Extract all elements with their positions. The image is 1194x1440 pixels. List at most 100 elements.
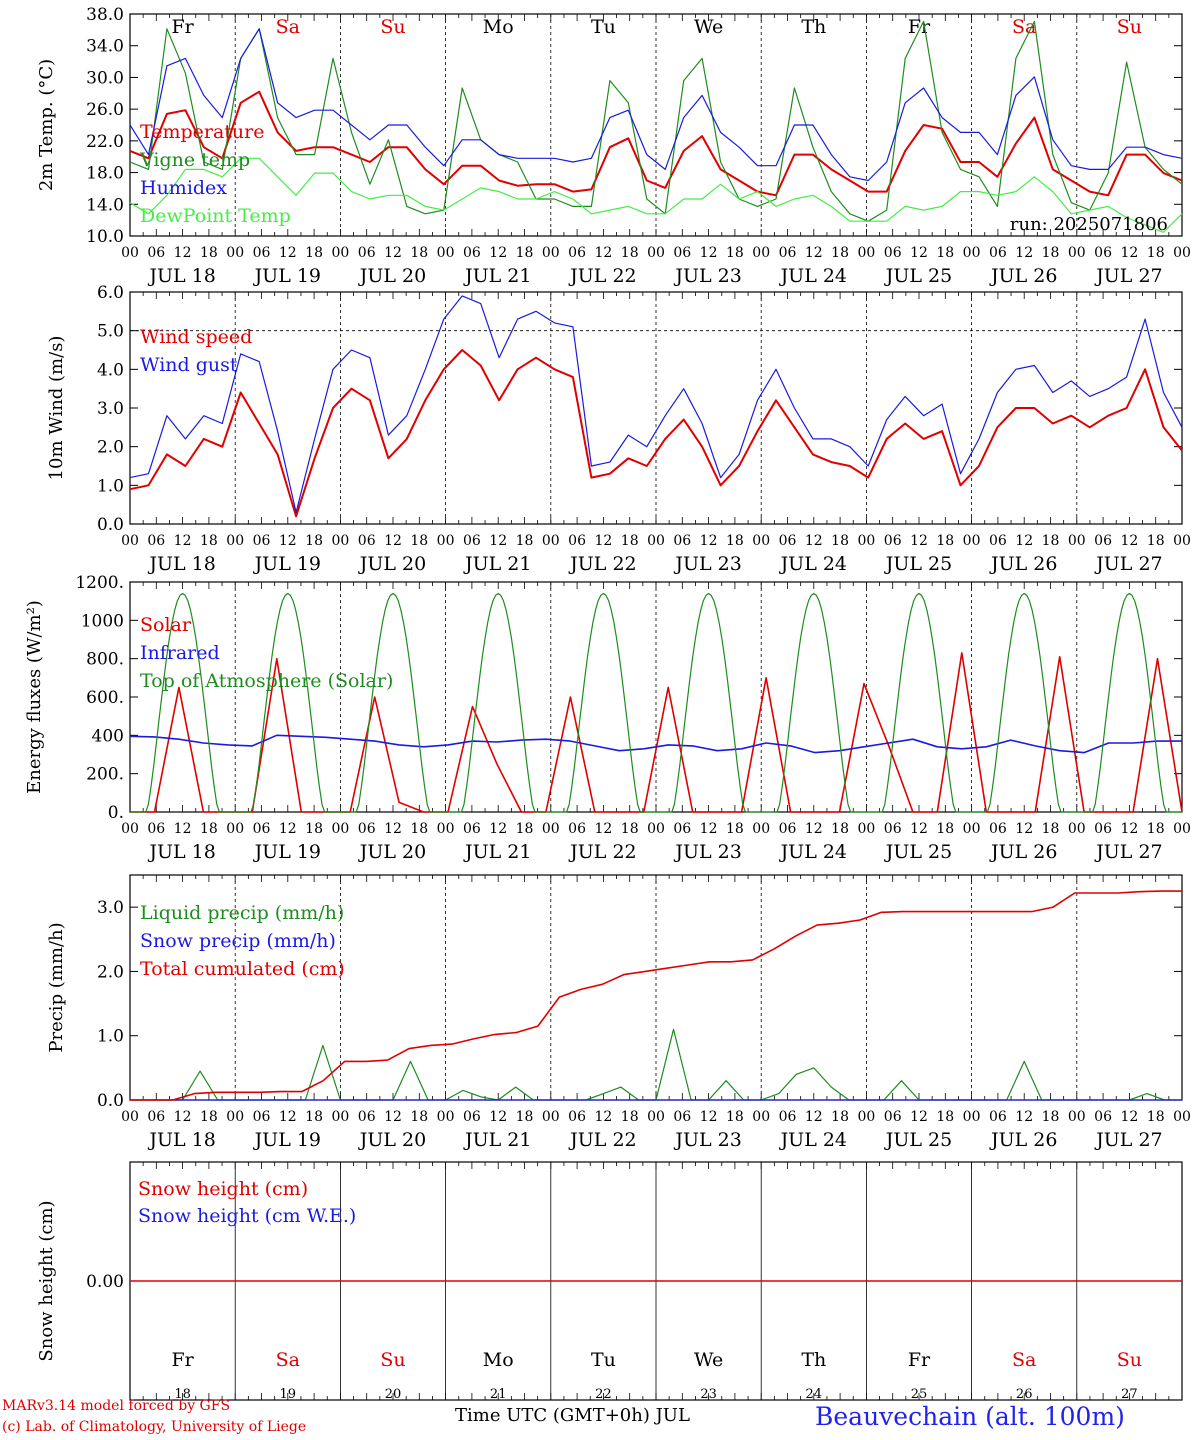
weekday-label: Sa [1012, 16, 1036, 38]
date-label: JUL 23 [673, 553, 741, 575]
hour-label: 06 [779, 821, 797, 837]
weekday-label: Mo [483, 1349, 514, 1371]
hour-label: 06 [358, 1109, 376, 1125]
hour-label: 00 [1173, 1109, 1191, 1125]
hour-label: 00 [121, 245, 139, 261]
hour-label: 06 [673, 1109, 691, 1125]
weekday-label: Sa [276, 16, 300, 38]
hour-label: 00 [752, 821, 770, 837]
date-label: JUL 27 [1094, 1129, 1162, 1151]
legend-entry: Humidex [140, 177, 227, 199]
hour-label: 12 [910, 821, 928, 837]
y-tick-label: 10.0 [86, 227, 124, 247]
y-tick-label: 600. [86, 688, 124, 708]
hour-label: 00 [1068, 821, 1086, 837]
hour-label: 00 [1068, 1109, 1086, 1125]
hour-label: 06 [568, 1109, 586, 1125]
y-tick-label: 3.0 [97, 898, 124, 918]
weekday-label: We [694, 1349, 723, 1371]
hour-label: 18 [621, 533, 639, 549]
hour-label: 12 [805, 821, 823, 837]
hour-label: 18 [831, 245, 849, 261]
hour-label: 12 [489, 1109, 507, 1125]
y-tick-label: 18.0 [86, 164, 124, 184]
weekday-label: Tu [591, 1349, 616, 1371]
hour-label: 06 [147, 1109, 165, 1125]
hour-label: 06 [147, 245, 165, 261]
hour-label: 12 [700, 821, 718, 837]
hour-label: 18 [410, 821, 428, 837]
date-label: JUL 22 [568, 841, 636, 863]
model-credit: MARv3.14 model forced by GFS [2, 1398, 231, 1414]
hour-label: 00 [437, 533, 455, 549]
hour-label: 00 [331, 533, 349, 549]
hour-label: 18 [305, 245, 323, 261]
hour-label: 06 [358, 533, 376, 549]
legend-entry: Total cumulated (cm) [140, 958, 345, 980]
legend-entry: Wind gust [140, 354, 238, 376]
hour-label: 12 [1015, 245, 1033, 261]
date-label: JUL 18 [147, 841, 215, 863]
hour-label: 06 [253, 821, 271, 837]
legend-entry: Liquid precip (mm/h) [140, 902, 344, 924]
date-label: JUL 21 [463, 265, 531, 287]
hour-label: 06 [1094, 245, 1112, 261]
hour-label: 00 [331, 245, 349, 261]
hour-label: 06 [147, 821, 165, 837]
hour-label: 12 [279, 1109, 297, 1125]
y-axis-label: Precip (mm/h) [46, 922, 67, 1052]
hour-label: 18 [200, 1109, 218, 1125]
series-line [129, 28, 1183, 182]
hour-label: 06 [673, 821, 691, 837]
date-label: JUL 24 [779, 841, 847, 863]
hour-label: 00 [121, 821, 139, 837]
hour-label: 12 [279, 245, 297, 261]
hour-label: 00 [226, 533, 244, 549]
weekday-label: Th [801, 16, 826, 38]
hour-label: 12 [384, 533, 402, 549]
lab-credit: (c) Lab. of Climatology, University of L… [2, 1419, 307, 1435]
hour-label: 00 [1068, 245, 1086, 261]
hour-label: 06 [1094, 1109, 1112, 1125]
hour-label: 18 [516, 1109, 534, 1125]
y-axis-label: 2m Temp. (°C) [36, 59, 57, 191]
weekday-label: Su [1117, 16, 1142, 38]
series-line [129, 20, 1183, 222]
y-tick-label: 200. [86, 765, 124, 785]
date-label: JUL 20 [358, 841, 426, 863]
hour-label: 12 [279, 821, 297, 837]
hour-label: 06 [884, 533, 902, 549]
hour-label: 18 [936, 533, 954, 549]
hour-label: 12 [910, 1109, 928, 1125]
date-label: JUL 24 [779, 265, 847, 287]
hour-label: 12 [910, 245, 928, 261]
weekday-label: Sa [276, 1349, 300, 1371]
series-line [130, 652, 1183, 813]
y-tick-label: 1000 [81, 611, 124, 631]
date-label: JUL 20 [358, 265, 426, 287]
series-line [129, 157, 1183, 233]
hour-label: 00 [752, 245, 770, 261]
hour-label: 06 [253, 533, 271, 549]
day-number: 25 [911, 1387, 928, 1402]
hour-label: 00 [647, 245, 665, 261]
hour-label: 00 [857, 1109, 875, 1125]
day-number: 21 [490, 1387, 507, 1402]
y-tick-label: 3.0 [97, 399, 124, 419]
hour-label: 18 [516, 533, 534, 549]
hour-label: 00 [542, 533, 560, 549]
date-label: JUL 25 [884, 553, 952, 575]
legend-entry: Snow precip (mm/h) [140, 930, 336, 952]
hour-label: 18 [621, 1109, 639, 1125]
date-label: JUL 21 [463, 1129, 531, 1151]
hour-label: 06 [779, 245, 797, 261]
hour-label: 00 [121, 1109, 139, 1125]
hour-label: 00 [963, 1109, 981, 1125]
date-label: JUL 22 [568, 1129, 636, 1151]
hour-label: 00 [963, 533, 981, 549]
date-label: JUL 25 [884, 1129, 952, 1151]
hour-label: 18 [516, 821, 534, 837]
hour-label: 12 [1120, 245, 1138, 261]
date-label: JUL 27 [1094, 841, 1162, 863]
hour-label: 06 [463, 533, 481, 549]
